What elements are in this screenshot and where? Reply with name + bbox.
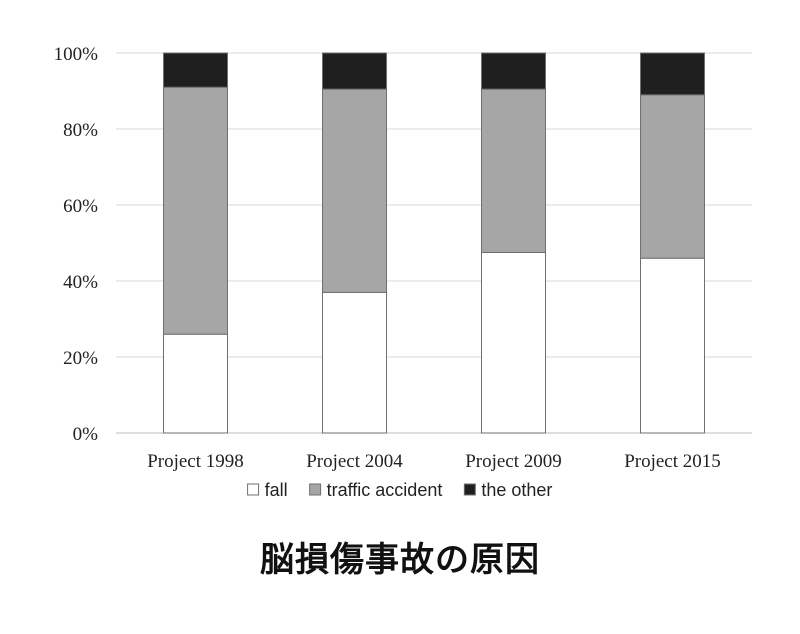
bar-segment-the-other xyxy=(640,52,705,96)
x-tick-label: Project 2004 xyxy=(306,451,403,472)
bars xyxy=(163,52,705,434)
legend-swatch xyxy=(309,483,322,496)
bar-segment-fall xyxy=(322,291,387,434)
legend-label: fall xyxy=(265,480,288,500)
bar-segment-the-other xyxy=(481,52,546,90)
legend: fall traffic accident the other xyxy=(247,480,552,500)
bar-segment-fall xyxy=(481,252,546,434)
x-tick-label: Project 2015 xyxy=(624,451,721,472)
y-tick-label: 60% xyxy=(63,196,98,217)
y-tick-label: 80% xyxy=(63,120,98,141)
caption-title: 脳損傷事故の原因 xyxy=(260,540,540,580)
bar-segment-fall xyxy=(163,333,228,434)
y-axis-ticks: 0% 20% 40% 60% 80% 100% xyxy=(54,44,99,445)
bar-segment-traffic-accident xyxy=(481,88,546,253)
bar-segment-fall xyxy=(640,257,705,434)
legend-swatch xyxy=(463,483,476,496)
y-tick-label: 40% xyxy=(63,272,98,293)
legend-label: the other xyxy=(481,480,552,500)
legend-item: traffic accident xyxy=(309,480,443,500)
x-axis: Project 1998 Project 2004 Project 2009 Proj… xyxy=(147,451,721,472)
y-tick-label: 20% xyxy=(63,348,98,369)
y-tick-label: 100% xyxy=(54,44,99,65)
bar-segment-traffic-accident xyxy=(322,88,387,293)
bar-segment-traffic-accident xyxy=(163,86,228,335)
bar-segment-the-other xyxy=(163,52,228,88)
legend-swatch xyxy=(247,483,260,496)
legend-item: fall xyxy=(247,480,288,500)
bar-segment-traffic-accident xyxy=(640,94,705,259)
bar-segment-the-other xyxy=(322,52,387,90)
legend-item: the other xyxy=(463,480,552,500)
x-tick-label: Project 1998 xyxy=(147,451,244,472)
legend-label: traffic accident xyxy=(327,480,443,500)
x-tick-label: Project 2009 xyxy=(465,451,562,472)
y-tick-label: 0% xyxy=(73,424,99,445)
